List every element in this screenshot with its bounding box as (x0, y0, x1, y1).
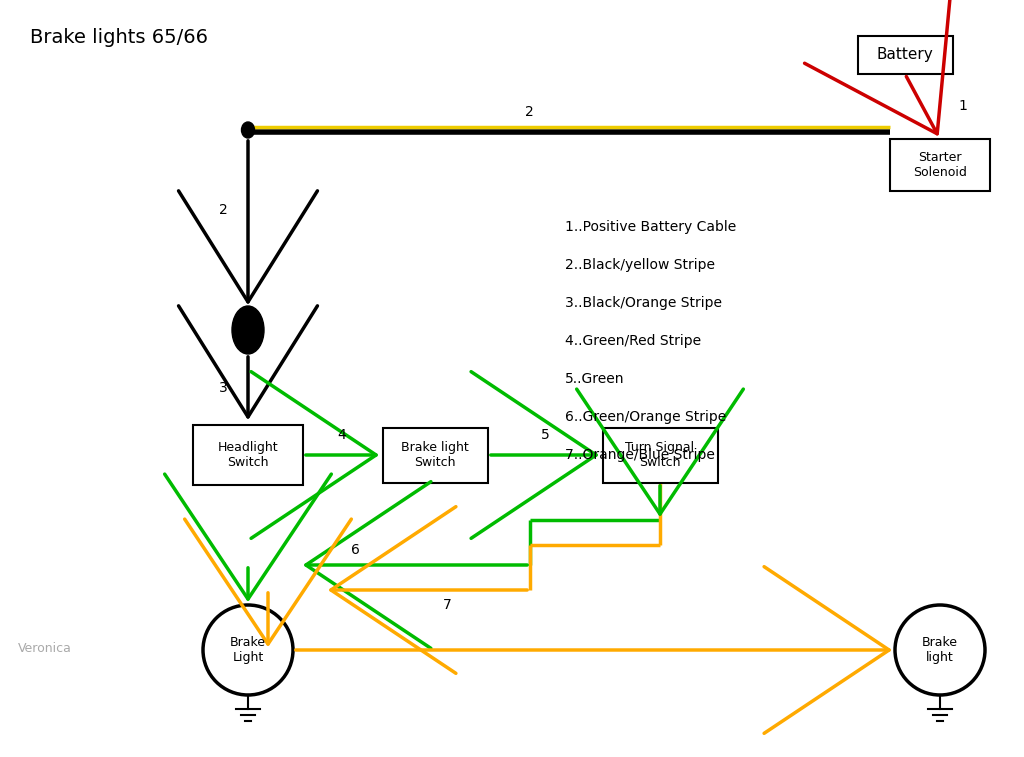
Text: 1..Positive Battery Cable: 1..Positive Battery Cable (565, 220, 736, 234)
Text: 1: 1 (958, 99, 967, 113)
Text: 2: 2 (219, 203, 228, 217)
Text: 5: 5 (541, 428, 549, 442)
Text: Brake light
Switch: Brake light Switch (401, 441, 469, 469)
Text: 2: 2 (524, 105, 534, 119)
Text: 7: 7 (442, 598, 452, 612)
Text: Brake lights 65/66: Brake lights 65/66 (30, 28, 208, 47)
Text: Battery: Battery (877, 48, 933, 63)
FancyBboxPatch shape (602, 428, 718, 482)
Text: 2..Black/yellow Stripe: 2..Black/yellow Stripe (565, 258, 715, 272)
Text: 3: 3 (219, 381, 228, 395)
Text: 6: 6 (350, 543, 359, 557)
Text: 4..Green/Red Stripe: 4..Green/Red Stripe (565, 334, 701, 348)
FancyBboxPatch shape (857, 36, 952, 74)
Text: Brake
light: Brake light (922, 636, 958, 664)
Text: 3..Black/Orange Stripe: 3..Black/Orange Stripe (565, 296, 722, 310)
Text: 4: 4 (338, 428, 346, 442)
Text: 5..Green: 5..Green (565, 372, 625, 386)
FancyBboxPatch shape (193, 425, 303, 485)
Text: 7..Orange/Blue Stripe: 7..Orange/Blue Stripe (565, 448, 715, 462)
Text: Turn Signal
Switch: Turn Signal Switch (626, 441, 694, 469)
Text: Starter
Solenoid: Starter Solenoid (913, 151, 967, 179)
FancyBboxPatch shape (383, 428, 487, 482)
FancyBboxPatch shape (890, 139, 990, 191)
Text: Brake
Light: Brake Light (230, 636, 266, 664)
Ellipse shape (232, 306, 264, 354)
Text: 6..Green/Orange Stripe: 6..Green/Orange Stripe (565, 410, 726, 424)
Text: Veronica: Veronica (18, 641, 72, 655)
Text: Headlight
Switch: Headlight Switch (218, 441, 279, 469)
Ellipse shape (242, 122, 255, 138)
Circle shape (895, 605, 985, 695)
Circle shape (203, 605, 293, 695)
